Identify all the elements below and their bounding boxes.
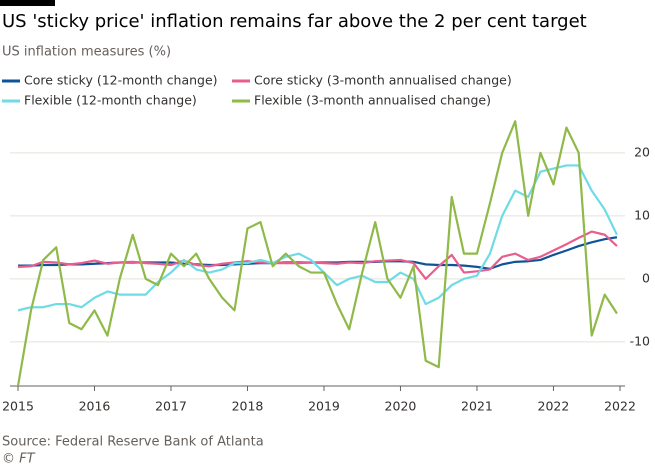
legend-label: Core sticky (12-month change): [24, 73, 218, 88]
credit: © FT: [2, 452, 36, 467]
x-tick-label: 2022: [604, 399, 636, 414]
x-tick-label: 2017: [155, 399, 187, 414]
series-line: [17, 230, 618, 280]
legend-label: Flexible (3-month annualised change): [254, 93, 491, 108]
chart-title: US 'sticky price' inflation remains far …: [2, 11, 587, 32]
x-tick-label: 2016: [79, 399, 111, 414]
y-tick-label: 10: [634, 207, 650, 222]
source: Source: Federal Reserve Bank of Atlanta: [2, 435, 264, 450]
x-tick-label: 2015: [2, 399, 34, 414]
x-tick-label: 2022: [538, 399, 570, 414]
chart-subtitle: US inflation measures (%): [2, 45, 171, 60]
series-line: [17, 164, 618, 312]
legend-label: Core sticky (3-month annualised change): [254, 73, 512, 88]
legend-label: Flexible (12-month change): [24, 93, 197, 108]
y-tick-label: -10: [630, 333, 650, 348]
brand-bar: [0, 0, 55, 6]
x-tick-label: 2021: [461, 399, 493, 414]
x-tick-label: 2020: [385, 399, 417, 414]
x-tick-label: 2019: [308, 399, 340, 414]
y-tick-label: 0: [642, 270, 650, 285]
y-tick-label: 20: [634, 144, 650, 159]
series-line: [16, 120, 618, 387]
x-tick-label: 2018: [232, 399, 264, 414]
